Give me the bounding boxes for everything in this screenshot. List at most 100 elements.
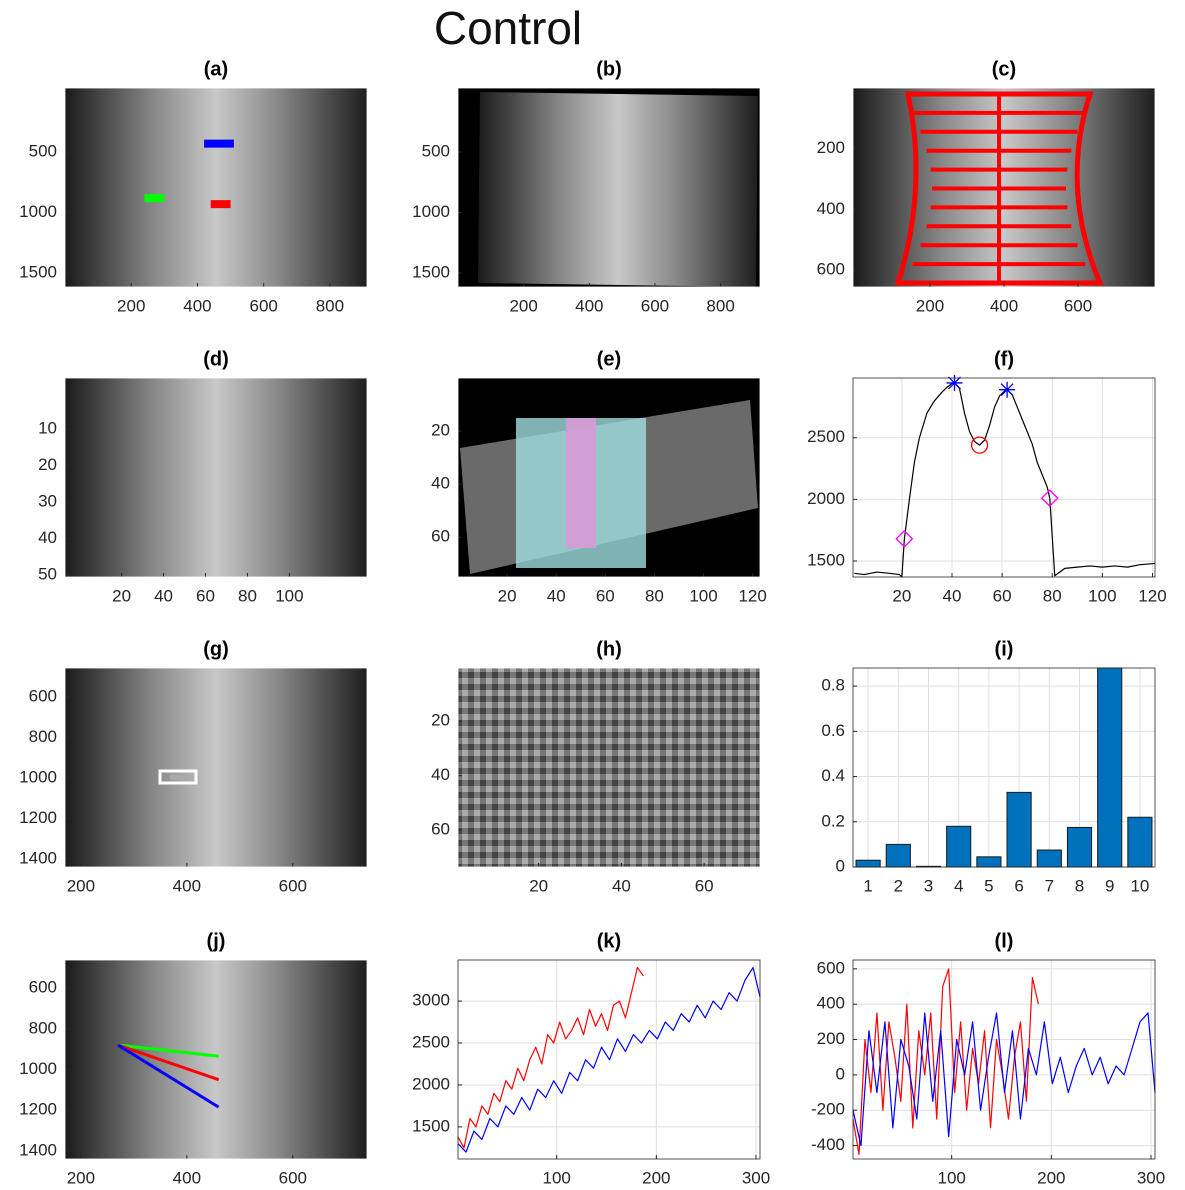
x-tick-label: 400	[173, 1168, 201, 1187]
bar	[1067, 827, 1091, 867]
y-tick-label: 600	[817, 958, 845, 977]
x-tick-label: 200	[1037, 1168, 1065, 1187]
x-tick-label: 100	[275, 586, 303, 605]
y-tick-label: 600	[29, 978, 57, 997]
figure: Control (a)50010001500200400600800(b)500…	[0, 0, 1185, 1190]
x-tick-label: 40	[943, 586, 962, 605]
y-tick-label: 60	[431, 820, 450, 839]
y-tick-label: 20	[431, 421, 450, 440]
y-tick-label: 1500	[807, 550, 845, 569]
x-tick-label: 1	[863, 876, 872, 895]
y-tick-label: 40	[431, 474, 450, 493]
y-tick-label: 1400	[19, 1140, 57, 1159]
panel-title: (j)	[207, 930, 226, 952]
y-tick-label: 1500	[19, 263, 57, 282]
marker	[999, 382, 1015, 398]
panel-title: (c)	[992, 58, 1016, 80]
panel-title: (l)	[995, 930, 1014, 952]
y-tick-label: 60	[431, 527, 450, 546]
y-tick-label: 3000	[412, 991, 450, 1010]
x-tick-label: 20	[498, 586, 517, 605]
bar	[1098, 668, 1122, 867]
y-tick-label: 1200	[19, 808, 57, 827]
bar	[1037, 850, 1061, 867]
x-tick-label: 400	[173, 876, 201, 895]
bar	[947, 826, 971, 867]
y-tick-label: 0.6	[821, 721, 845, 740]
y-tick-label: 1000	[19, 202, 57, 221]
y-tick-label: 200	[817, 138, 845, 157]
x-tick-label: 600	[1064, 296, 1092, 315]
y-tick-label: 0	[836, 856, 845, 875]
x-tick-label: 600	[279, 876, 307, 895]
y-tick-label: 40	[431, 765, 450, 784]
panel-title: (e)	[597, 348, 621, 370]
y-tick-label: 2000	[412, 1074, 450, 1093]
x-tick-label: 60	[196, 586, 215, 605]
y-tick-label: 200	[817, 1029, 845, 1048]
image	[65, 668, 367, 867]
x-tick-label: 80	[238, 586, 257, 605]
x-tick-label: 200	[67, 876, 95, 895]
image	[478, 92, 758, 287]
marker	[947, 375, 963, 391]
plot-area	[853, 960, 1155, 1159]
panel-title: (b)	[596, 58, 622, 80]
x-tick-label: 400	[575, 296, 603, 315]
y-tick-label: 0	[836, 1064, 845, 1083]
x-tick-label: 200	[67, 1168, 95, 1187]
x-tick-label: 800	[316, 296, 344, 315]
x-tick-label: 4	[954, 876, 963, 895]
x-tick-label: 200	[117, 296, 145, 315]
x-tick-label: 40	[154, 586, 173, 605]
x-tick-label: 9	[1105, 876, 1114, 895]
x-tick-label: 120	[1138, 586, 1166, 605]
bar	[886, 844, 910, 867]
x-tick-label: 600	[249, 296, 277, 315]
x-tick-label: 60	[596, 586, 615, 605]
x-tick-label: 100	[1088, 586, 1116, 605]
panel-title: (a)	[204, 58, 228, 80]
roi	[170, 775, 186, 780]
x-tick-label: 20	[529, 876, 548, 895]
x-tick-label: 40	[547, 586, 566, 605]
panel-title: (f)	[994, 348, 1014, 370]
x-tick-label: 600	[641, 296, 669, 315]
image	[458, 668, 760, 867]
x-tick-label: 10	[1130, 876, 1149, 895]
x-tick-label: 100	[937, 1168, 965, 1187]
x-tick-label: 100	[689, 586, 717, 605]
y-tick-label: 20	[38, 455, 57, 474]
y-tick-label: 2500	[807, 427, 845, 446]
x-tick-label: 800	[706, 296, 734, 315]
y-tick-label: -200	[811, 1100, 845, 1119]
bar	[856, 860, 880, 867]
y-tick-label: 1000	[19, 1059, 57, 1078]
x-tick-label: 6	[1014, 876, 1023, 895]
y-tick-label: 800	[29, 727, 57, 746]
y-tick-label: 2000	[807, 489, 845, 508]
y-tick-label: 1500	[412, 1116, 450, 1135]
panel-title: (k)	[597, 930, 621, 952]
y-tick-label: 20	[431, 711, 450, 730]
x-tick-label: 200	[509, 296, 537, 315]
x-tick-label: 80	[1043, 586, 1062, 605]
y-tick-label: 400	[817, 994, 845, 1013]
y-tick-label: -400	[811, 1135, 845, 1154]
bar	[977, 857, 1001, 867]
x-tick-label: 60	[695, 876, 714, 895]
panel-title: (d)	[203, 348, 229, 370]
x-tick-label: 100	[542, 1168, 570, 1187]
y-tick-label: 500	[422, 142, 450, 161]
y-tick-label: 600	[29, 686, 57, 705]
y-tick-label: 800	[29, 1018, 57, 1037]
image	[65, 88, 367, 287]
